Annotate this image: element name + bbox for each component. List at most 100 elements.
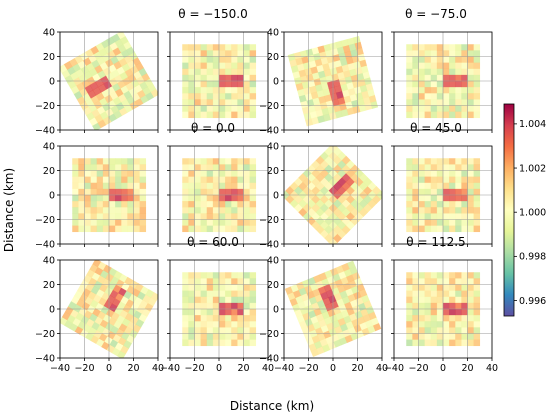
heatmap-cell <box>449 68 456 76</box>
heatmap-cell <box>443 68 450 76</box>
heatmap-cell <box>72 195 79 202</box>
heatmap-cell <box>206 327 214 334</box>
heatmap-cell <box>418 50 425 57</box>
heatmap-cell <box>310 91 319 100</box>
heatmap-cell <box>212 164 220 171</box>
y-tick-label: 40 <box>43 255 55 266</box>
heatmap-cell <box>237 315 244 322</box>
heatmap-cell <box>355 92 364 101</box>
heatmap-cell <box>310 348 320 358</box>
heatmap-cell <box>424 225 432 233</box>
heatmap-cell <box>133 182 140 190</box>
heatmap-cell <box>305 304 314 313</box>
heatmap-cell <box>212 99 220 106</box>
heatmap-cell <box>298 320 308 329</box>
heatmap-cell <box>194 164 201 171</box>
heatmap-cell <box>121 225 128 233</box>
heatmap-cell <box>194 188 201 196</box>
heatmap-cell <box>102 201 110 208</box>
heatmap-cell <box>406 207 413 214</box>
heatmap-cell <box>72 188 79 196</box>
heatmap-cell <box>243 278 250 285</box>
heatmap-cell <box>249 213 257 220</box>
heatmap-cell <box>449 188 456 196</box>
heatmap-cells <box>182 44 257 119</box>
heatmap-cell <box>341 262 350 272</box>
heatmap-cell <box>150 292 158 302</box>
heatmap-cell <box>212 296 220 304</box>
heatmap-cell <box>412 74 419 82</box>
y-tick-label: 40 <box>43 141 55 152</box>
heatmap-cell <box>90 195 98 202</box>
heatmap-cell <box>78 188 85 196</box>
x-axis-label: Distance (km) <box>230 399 314 413</box>
heatmap-cell <box>473 50 481 57</box>
heatmap-cell <box>182 111 189 119</box>
heatmap-cell <box>461 50 468 57</box>
heatmap-cell <box>194 50 201 57</box>
heatmap-cell <box>406 87 413 94</box>
heatmap-cell <box>200 74 208 82</box>
heatmap-cell <box>443 74 450 82</box>
heatmap-cell <box>430 93 438 100</box>
heatmap-cell <box>467 207 474 214</box>
heatmap-cell <box>406 321 413 328</box>
heatmap-cell <box>311 72 320 81</box>
heatmap-cell <box>406 272 413 279</box>
heatmap-cell <box>412 213 419 220</box>
heatmap-cell <box>358 288 368 298</box>
heatmap-cell <box>237 272 244 279</box>
heatmap-cell <box>443 284 450 291</box>
heatmap-cell <box>443 44 450 51</box>
heatmap-cell <box>231 201 238 208</box>
heatmap-cell <box>206 56 214 63</box>
heatmap-cell <box>319 305 328 314</box>
heatmap-cell <box>443 164 450 171</box>
heatmap-cell <box>249 176 257 184</box>
heatmap-cell <box>418 74 425 82</box>
heatmap-cell <box>225 176 232 184</box>
heatmap-cell <box>212 176 220 184</box>
heatmap-cell <box>418 207 425 214</box>
heatmap-cell <box>436 272 444 279</box>
heatmap-cell <box>115 195 122 202</box>
heatmap-cell <box>121 219 128 226</box>
heatmap-cell <box>219 327 226 334</box>
heatmap-cell <box>430 87 438 94</box>
heatmap-cell <box>212 81 220 88</box>
heatmap-cell <box>412 68 419 76</box>
heatmap-cell <box>455 207 462 214</box>
heatmap-cell <box>473 195 481 202</box>
heatmap-cell <box>219 176 226 184</box>
heatmap-cell <box>343 268 353 277</box>
heatmap-cell <box>301 279 311 288</box>
heatmap-cell <box>188 309 195 316</box>
heatmap-cell <box>436 111 444 119</box>
heatmap-cell <box>436 327 444 334</box>
heatmap-cell <box>84 201 91 208</box>
heatmap-cell <box>424 44 432 51</box>
heatmap-cell <box>443 170 450 177</box>
heatmap-cell <box>430 309 438 316</box>
heatmap-cell <box>249 99 257 106</box>
heatmap-cell <box>139 225 147 233</box>
heatmap-cell <box>359 59 367 68</box>
heatmap-cell <box>96 225 104 233</box>
heatmap-cell <box>212 284 220 291</box>
heatmap-cell <box>353 61 362 70</box>
heatmap-cell <box>291 303 301 312</box>
heatmap-cell <box>225 99 232 106</box>
heatmap-cell <box>412 201 419 208</box>
heatmap-cell <box>473 170 481 177</box>
heatmap-cell <box>412 339 419 347</box>
heatmap-cell <box>337 71 345 80</box>
heatmap-image <box>72 158 147 233</box>
heatmap-cell <box>338 303 347 313</box>
heatmap-cell <box>188 188 195 196</box>
heatmap-cell <box>455 111 462 119</box>
heatmap-cell <box>206 111 214 119</box>
heatmap-cell <box>473 201 481 208</box>
heatmap-cell <box>231 195 238 202</box>
heatmap-cell <box>461 333 468 340</box>
heatmap-cell <box>339 323 349 332</box>
